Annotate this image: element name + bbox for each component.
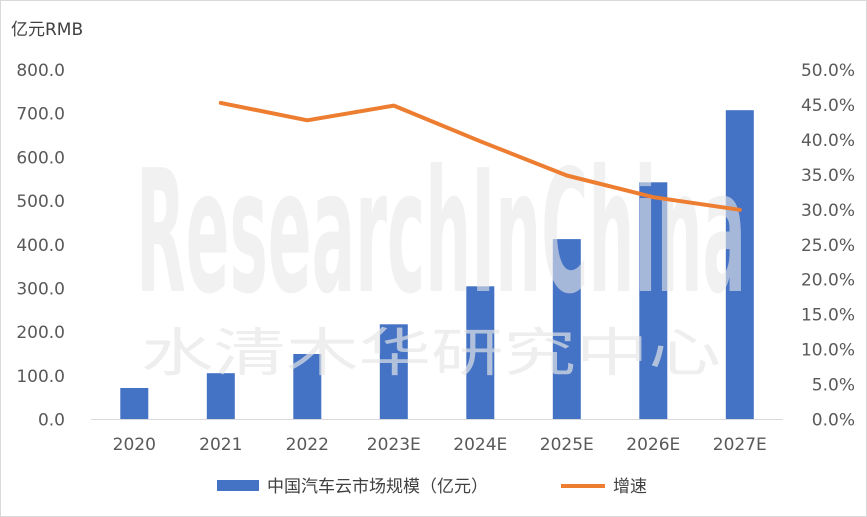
right-tick-label: 30.0%: [801, 201, 855, 221]
x-tick-label-2022: 2022: [286, 435, 329, 455]
left-tick-label: 100.0: [16, 367, 65, 387]
legend: 中国汽车云市场规模（亿元） 增速: [217, 477, 647, 497]
x-tick-label-2025E: 2025E: [540, 435, 594, 455]
line-layer: [218, 100, 742, 212]
right-tick-label: 35.0%: [801, 166, 855, 186]
right-tick-label: 25.0%: [801, 236, 855, 256]
watermark-subtitle: 水清木华研究中心: [141, 324, 721, 384]
watermark: ResearchInChina 水清木华研究中心: [136, 134, 746, 384]
left-axis-unit-label: 亿元RMB: [11, 20, 83, 40]
bar-2021: [206, 373, 235, 420]
right-tick-label: 45.0%: [801, 96, 855, 116]
bars-layer: [120, 110, 754, 420]
bar-2026E: [639, 182, 668, 420]
x-tick-label-2023E: 2023E: [367, 435, 421, 455]
left-tick-label: 200.0: [16, 323, 65, 343]
right-tick-label: 50.0%: [801, 61, 855, 81]
left-tick-label: 500.0: [16, 192, 65, 212]
left-tick-label: 600.0: [16, 148, 65, 168]
watermark-text: ResearchInChina: [136, 134, 746, 332]
legend-bar-label: 中国汽车云市场规模（亿元）: [267, 477, 488, 497]
right-tick-label: 40.0%: [801, 131, 855, 151]
left-tick-label: 400.0: [16, 236, 65, 256]
right-tick-label: 15.0%: [801, 306, 855, 326]
x-tick-label-2020: 2020: [113, 435, 156, 455]
left-tick-label: 700.0: [16, 105, 65, 125]
bar-2023E: [379, 324, 408, 420]
bar-2027E: [725, 110, 754, 420]
right-tick-label: 10.0%: [801, 341, 855, 361]
legend-line-label: 增速: [613, 477, 647, 497]
axis-layer: 0.0 100.0 200.0 300.0 400.0 500.0 600.0 700.0 80…: [16, 61, 855, 455]
x-tick-label-2021: 2021: [199, 435, 242, 455]
right-tick-label: 5.0%: [812, 376, 855, 396]
x-tick-label-2026E: 2026E: [626, 435, 680, 455]
x-tick-label-2027E: 2027E: [713, 435, 767, 455]
bar-2025E: [552, 239, 581, 420]
right-tick-label: 0.0%: [812, 411, 855, 431]
growth-line: [218, 100, 742, 212]
x-tick-label-2024E: 2024E: [453, 435, 507, 455]
bar-2024E: [466, 286, 495, 420]
bar-2020: [120, 388, 149, 420]
bar-2022: [293, 354, 322, 420]
left-tick-label: 300.0: [16, 279, 65, 299]
right-tick-label: 20.0%: [801, 271, 855, 291]
left-tick-label: 800.0: [16, 61, 65, 81]
legend-bar-swatch: [217, 480, 259, 491]
left-tick-label: 0.0: [38, 411, 65, 431]
